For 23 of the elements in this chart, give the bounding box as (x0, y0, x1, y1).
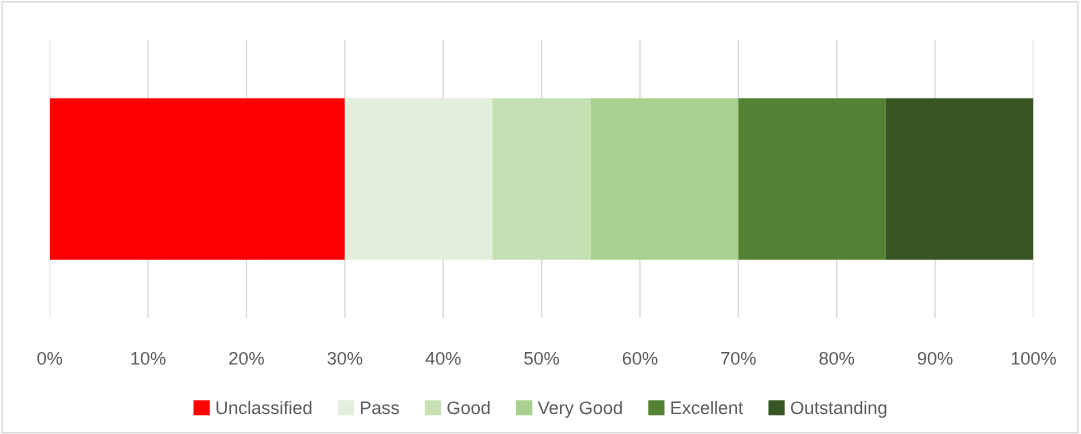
x-tick-label: 70% (721, 351, 756, 365)
x-tick-label: 90% (917, 351, 953, 365)
legend-label: Pass (360, 401, 399, 415)
x-tick-label: 10% (131, 351, 166, 365)
x-tick-label: 80% (819, 351, 855, 365)
x-tick-label: 0% (37, 351, 63, 365)
bar (590, 98, 739, 260)
bar (49, 98, 345, 260)
bar (885, 98, 1034, 260)
legend-label: Excellent (671, 400, 744, 415)
bar (492, 98, 591, 260)
bar (738, 98, 886, 260)
x-tick-label: 20% (229, 351, 264, 365)
legend-label: Unclassified (216, 400, 312, 415)
bar (344, 98, 493, 260)
x-tick-label: 30% (327, 351, 363, 365)
x-tick-label: 60% (622, 351, 658, 365)
x-tick-label: 100% (1011, 351, 1056, 365)
legend-label: Outstanding (790, 400, 887, 418)
x-tick-label: 40% (425, 351, 461, 365)
x-tick-label: 50% (524, 351, 560, 365)
legend-label: Very Good (537, 400, 622, 418)
legend-label: Good (447, 400, 490, 415)
